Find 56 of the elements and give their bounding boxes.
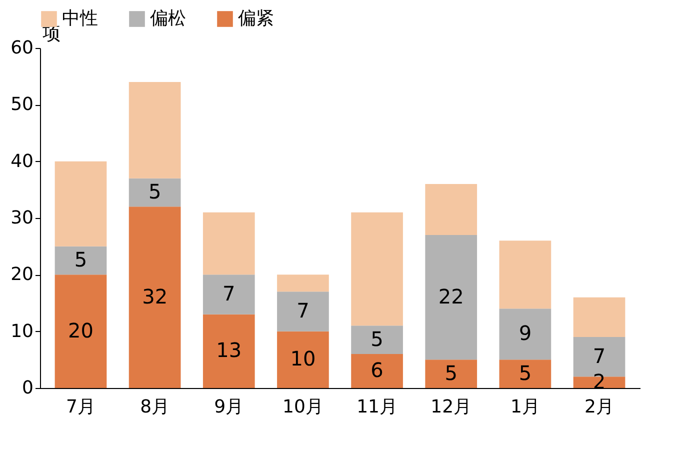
bar	[351, 326, 403, 354]
bar	[351, 354, 403, 388]
bar	[499, 308, 552, 360]
data-label: 20	[68, 318, 94, 342]
bar	[277, 292, 329, 332]
data-label: 10	[290, 346, 316, 371]
data-label: 5	[74, 248, 88, 272]
y-tick-label: 0	[22, 378, 34, 398]
x-tick-label: 2月	[584, 396, 614, 418]
x-tick-label: 9月	[214, 396, 244, 418]
data-label: 5	[444, 360, 458, 385]
data-label: 5	[518, 360, 532, 385]
x-tick-label: 10月	[282, 396, 324, 418]
bar	[54, 246, 107, 275]
x-tick-label: 12月	[430, 396, 472, 418]
bar	[202, 212, 255, 275]
bar	[499, 240, 552, 309]
bar	[54, 274, 107, 388]
data-label: 5	[370, 326, 384, 351]
x-tick-label: 11月	[356, 396, 398, 418]
data-label: 6	[370, 358, 384, 382]
bar	[499, 360, 552, 388]
y-axis-title: 项	[42, 24, 60, 44]
bar	[202, 274, 255, 314]
data-label: 9	[518, 321, 532, 346]
data-label: 5	[148, 180, 162, 204]
bar	[277, 274, 329, 292]
bar	[54, 161, 107, 246]
bar	[351, 212, 403, 326]
bar	[128, 82, 181, 178]
bar	[425, 360, 478, 388]
x-tick-label: 8月	[140, 396, 170, 418]
legend-label: 偏紧	[238, 8, 274, 29]
x-tick-label: 7月	[66, 396, 96, 418]
y-tick-label: 50	[10, 94, 34, 116]
legend-label: 偏松	[150, 8, 186, 29]
bar	[128, 206, 181, 388]
y-tick-label: 60	[10, 38, 34, 58]
y-tick-label: 40	[10, 150, 34, 172]
x-tick-label: 1月	[510, 396, 540, 418]
data-label: 7	[592, 344, 606, 368]
data-label: 22	[438, 284, 464, 308]
y-tick-label: 10	[10, 320, 34, 342]
bar	[128, 178, 181, 207]
data-label: 7	[222, 282, 236, 306]
bar	[573, 297, 626, 337]
bar	[425, 235, 478, 360]
data-label: 13	[216, 338, 242, 362]
bar	[425, 184, 478, 235]
data-label: 7	[296, 298, 310, 322]
y-tick-label: 20	[10, 264, 34, 286]
y-tick-label: 30	[10, 208, 34, 228]
legend-label: 中性	[62, 8, 98, 29]
data-label: 32	[142, 284, 168, 308]
bar	[277, 331, 329, 388]
bar	[202, 314, 255, 388]
